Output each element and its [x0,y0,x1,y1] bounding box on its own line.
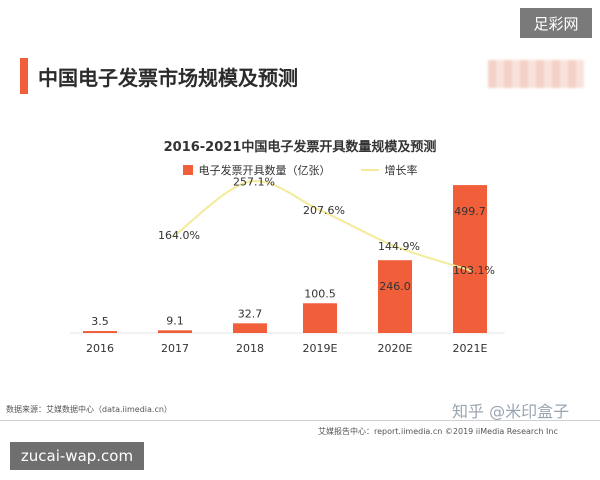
footer-watermark: zucai-wap.com [10,442,144,470]
growth-point-2019E [318,208,322,212]
growth-point-2018 [248,180,252,184]
bar-2017 [158,330,192,333]
x-tick-group: 2016 2017 2018 2019E 2020E 2021E [86,342,488,355]
growth-label-group: 164.0% 257.1% 207.6% 144.9% 103.1% [158,176,495,278]
growth-rate-label: 103.1% [453,264,495,277]
data-source-left: 数据来源：艾媒数据中心（data.iimedia.cn） [6,405,172,414]
legend-line-swatch [360,169,379,171]
bar-2021E [453,185,487,333]
growth-line-group [173,180,472,272]
watermark-top-right: 足彩网 [520,8,592,38]
bar-label-group: 3.5 9.1 32.7 100.5 246.0 499.7 [91,205,486,328]
growth-rate-label: 207.6% [303,204,345,217]
blurred-logo [488,60,584,88]
growth-rate-label: 144.9% [378,240,420,253]
legend-bar-swatch [182,165,193,175]
growth-point-2017 [173,233,177,237]
growth-point-2021E [468,268,472,272]
legend-item-bars: 电子发票开具数量（亿张） [182,162,331,178]
x-tick-label: 2020E [378,342,413,355]
legend-bar-label: 电子发票开具数量（亿张） [198,164,331,177]
x-tick-label: 2017 [161,342,189,355]
bar-2016 [83,331,117,333]
growth-rate-label: 164.0% [158,229,200,242]
x-tick-label: 2019E [303,342,338,355]
bar-value-label: 32.7 [238,307,263,320]
bar-value-label: 100.5 [304,287,336,300]
bar-value-label: 3.5 [91,315,109,328]
x-tick-label: 2018 [236,342,264,355]
bar-2020E [378,260,412,333]
page-title: 中国电子发票市场规模及预测 [38,66,298,90]
title-accent-bar [20,58,28,94]
x-tick-label: 2016 [86,342,114,355]
legend-line-label: 增长率 [384,164,418,177]
bar-2019E [303,303,337,333]
growth-rate-label: 257.1% [233,176,275,189]
bar-value-label: 246.0 [379,280,411,293]
chart-legend: 电子发票开具数量（亿张） 增长率 [0,162,600,178]
growth-point-2020E [393,244,397,248]
growth-rate-line [174,180,471,272]
chart-title: 2016-2021中国电子发票开具数量规模及预测 [163,140,437,155]
bar-value-label: 9.1 [166,314,184,327]
zhihu-watermark: 知乎 @米印盒子 [452,402,570,421]
bar-group [70,185,505,334]
bar-2018 [233,323,267,333]
footer-divider [0,420,600,421]
legend-item-line: 增长率 [360,162,418,178]
data-source-right: 艾媒报告中心：report.iimedia.cn ©2019 iiMedia R… [318,427,558,436]
bar-value-label: 499.7 [454,205,486,218]
x-tick-label: 2021E [453,342,488,355]
